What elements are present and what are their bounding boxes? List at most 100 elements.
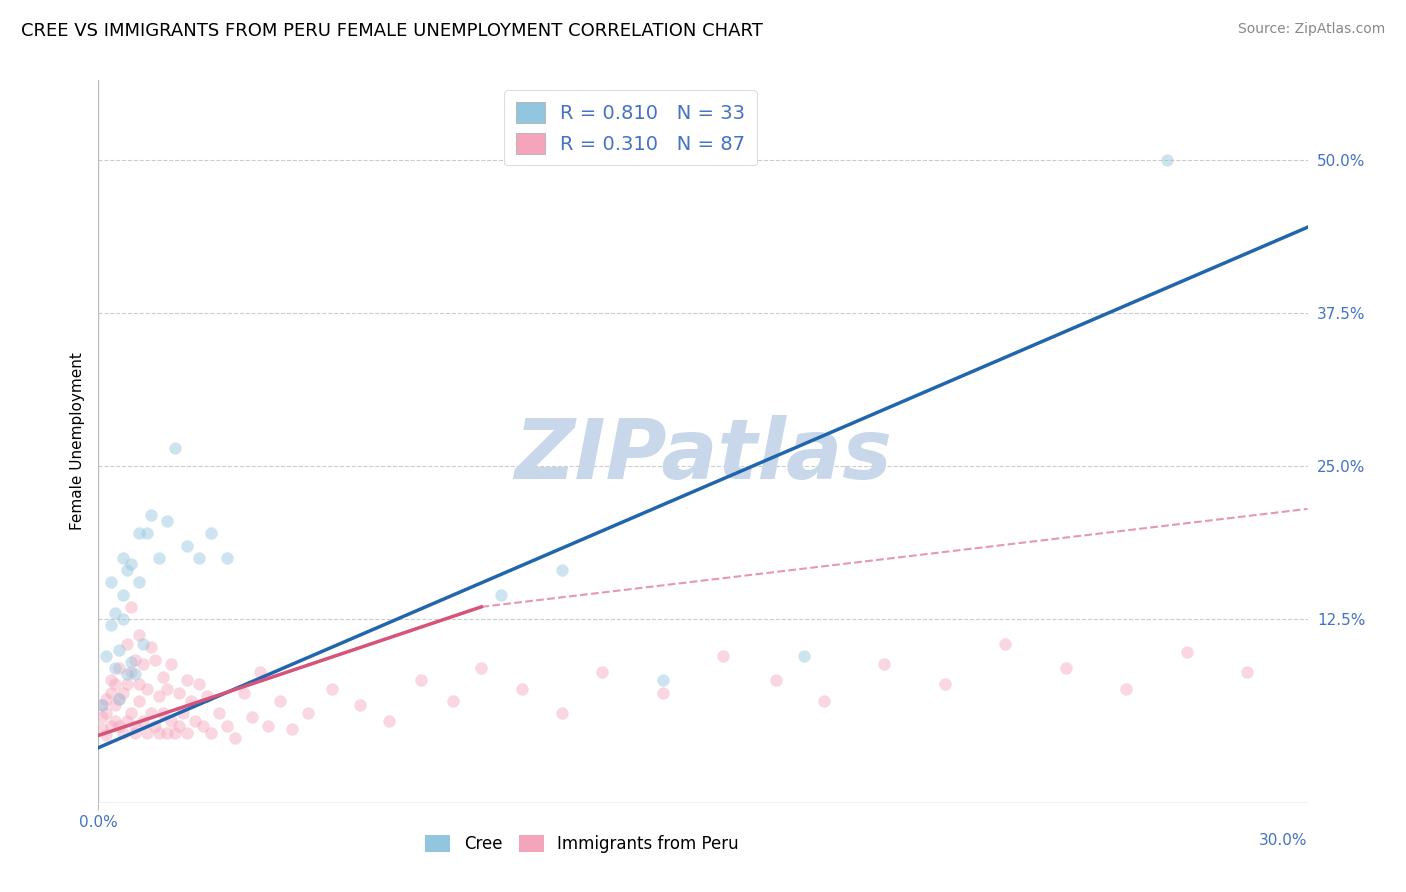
Point	[232, 685, 254, 699]
Text: 30.0%: 30.0%	[1260, 833, 1308, 848]
Text: Source: ZipAtlas.com: Source: ZipAtlas.com	[1237, 22, 1385, 37]
Point	[135, 681, 157, 696]
Point	[91, 710, 114, 724]
Point	[321, 681, 343, 696]
Point	[551, 563, 574, 577]
Point	[167, 685, 190, 699]
Point	[132, 637, 155, 651]
Point	[217, 719, 239, 733]
Point	[143, 652, 166, 666]
Point	[551, 706, 574, 721]
Point	[651, 685, 673, 699]
Point	[111, 612, 134, 626]
Point	[148, 550, 170, 565]
Point	[120, 706, 142, 721]
Point	[124, 726, 146, 740]
Point	[111, 685, 134, 699]
Point	[152, 670, 174, 684]
Point	[249, 665, 271, 679]
Point	[172, 706, 194, 721]
Point	[1236, 665, 1258, 679]
Point	[111, 588, 134, 602]
Point	[120, 665, 142, 679]
Point	[107, 691, 129, 706]
Point	[128, 694, 150, 708]
Point	[128, 677, 150, 691]
Point	[107, 642, 129, 657]
Point	[128, 575, 150, 590]
Point	[193, 719, 215, 733]
Point	[180, 694, 202, 708]
Y-axis label: Female Unemployment: Female Unemployment	[69, 352, 84, 531]
Point	[115, 677, 138, 691]
Point	[111, 550, 134, 565]
Point	[156, 514, 179, 528]
Point	[96, 728, 118, 742]
Point	[148, 690, 170, 704]
Point	[208, 706, 231, 721]
Point	[873, 657, 896, 672]
Point	[813, 694, 835, 708]
Point	[124, 667, 146, 681]
Point	[160, 714, 183, 728]
Point	[269, 694, 291, 708]
Point	[297, 706, 319, 721]
Point	[100, 685, 122, 699]
Point	[139, 706, 162, 721]
Point	[195, 690, 218, 704]
Point	[103, 606, 125, 620]
Point	[1054, 661, 1077, 675]
Point	[167, 719, 190, 733]
Point	[591, 665, 613, 679]
Legend: Cree, Immigrants from Peru: Cree, Immigrants from Peru	[419, 828, 745, 860]
Point	[200, 726, 222, 740]
Point	[256, 719, 278, 733]
Point	[240, 710, 263, 724]
Point	[510, 681, 533, 696]
Point	[120, 655, 142, 669]
Point	[139, 508, 162, 522]
Point	[100, 618, 122, 632]
Point	[491, 588, 513, 602]
Point	[96, 691, 118, 706]
Point	[188, 677, 211, 691]
Point	[124, 652, 146, 666]
Point	[103, 661, 125, 675]
Point	[156, 681, 179, 696]
Point	[470, 661, 492, 675]
Text: CREE VS IMMIGRANTS FROM PERU FEMALE UNEMPLOYMENT CORRELATION CHART: CREE VS IMMIGRANTS FROM PERU FEMALE UNEM…	[21, 22, 763, 40]
Point	[103, 698, 125, 712]
Point	[115, 563, 138, 577]
Point	[107, 661, 129, 675]
Point	[139, 640, 162, 655]
Point	[377, 714, 399, 728]
Point	[135, 726, 157, 740]
Point	[1175, 645, 1198, 659]
Point	[765, 673, 787, 688]
Point	[91, 698, 114, 712]
Point	[188, 550, 211, 565]
Point	[176, 673, 198, 688]
Point	[1156, 153, 1178, 167]
Point	[281, 723, 304, 737]
Point	[711, 648, 734, 663]
Point	[100, 673, 122, 688]
Point	[200, 526, 222, 541]
Point	[115, 637, 138, 651]
Point	[651, 673, 673, 688]
Point	[103, 714, 125, 728]
Point	[120, 557, 142, 571]
Point	[96, 706, 118, 721]
Point	[184, 714, 207, 728]
Point	[160, 657, 183, 672]
Point	[91, 723, 114, 737]
Point	[163, 726, 186, 740]
Point	[132, 657, 155, 672]
Point	[124, 719, 146, 733]
Point	[994, 637, 1017, 651]
Point	[128, 526, 150, 541]
Point	[100, 575, 122, 590]
Point	[934, 677, 956, 691]
Point	[120, 599, 142, 614]
Point	[132, 714, 155, 728]
